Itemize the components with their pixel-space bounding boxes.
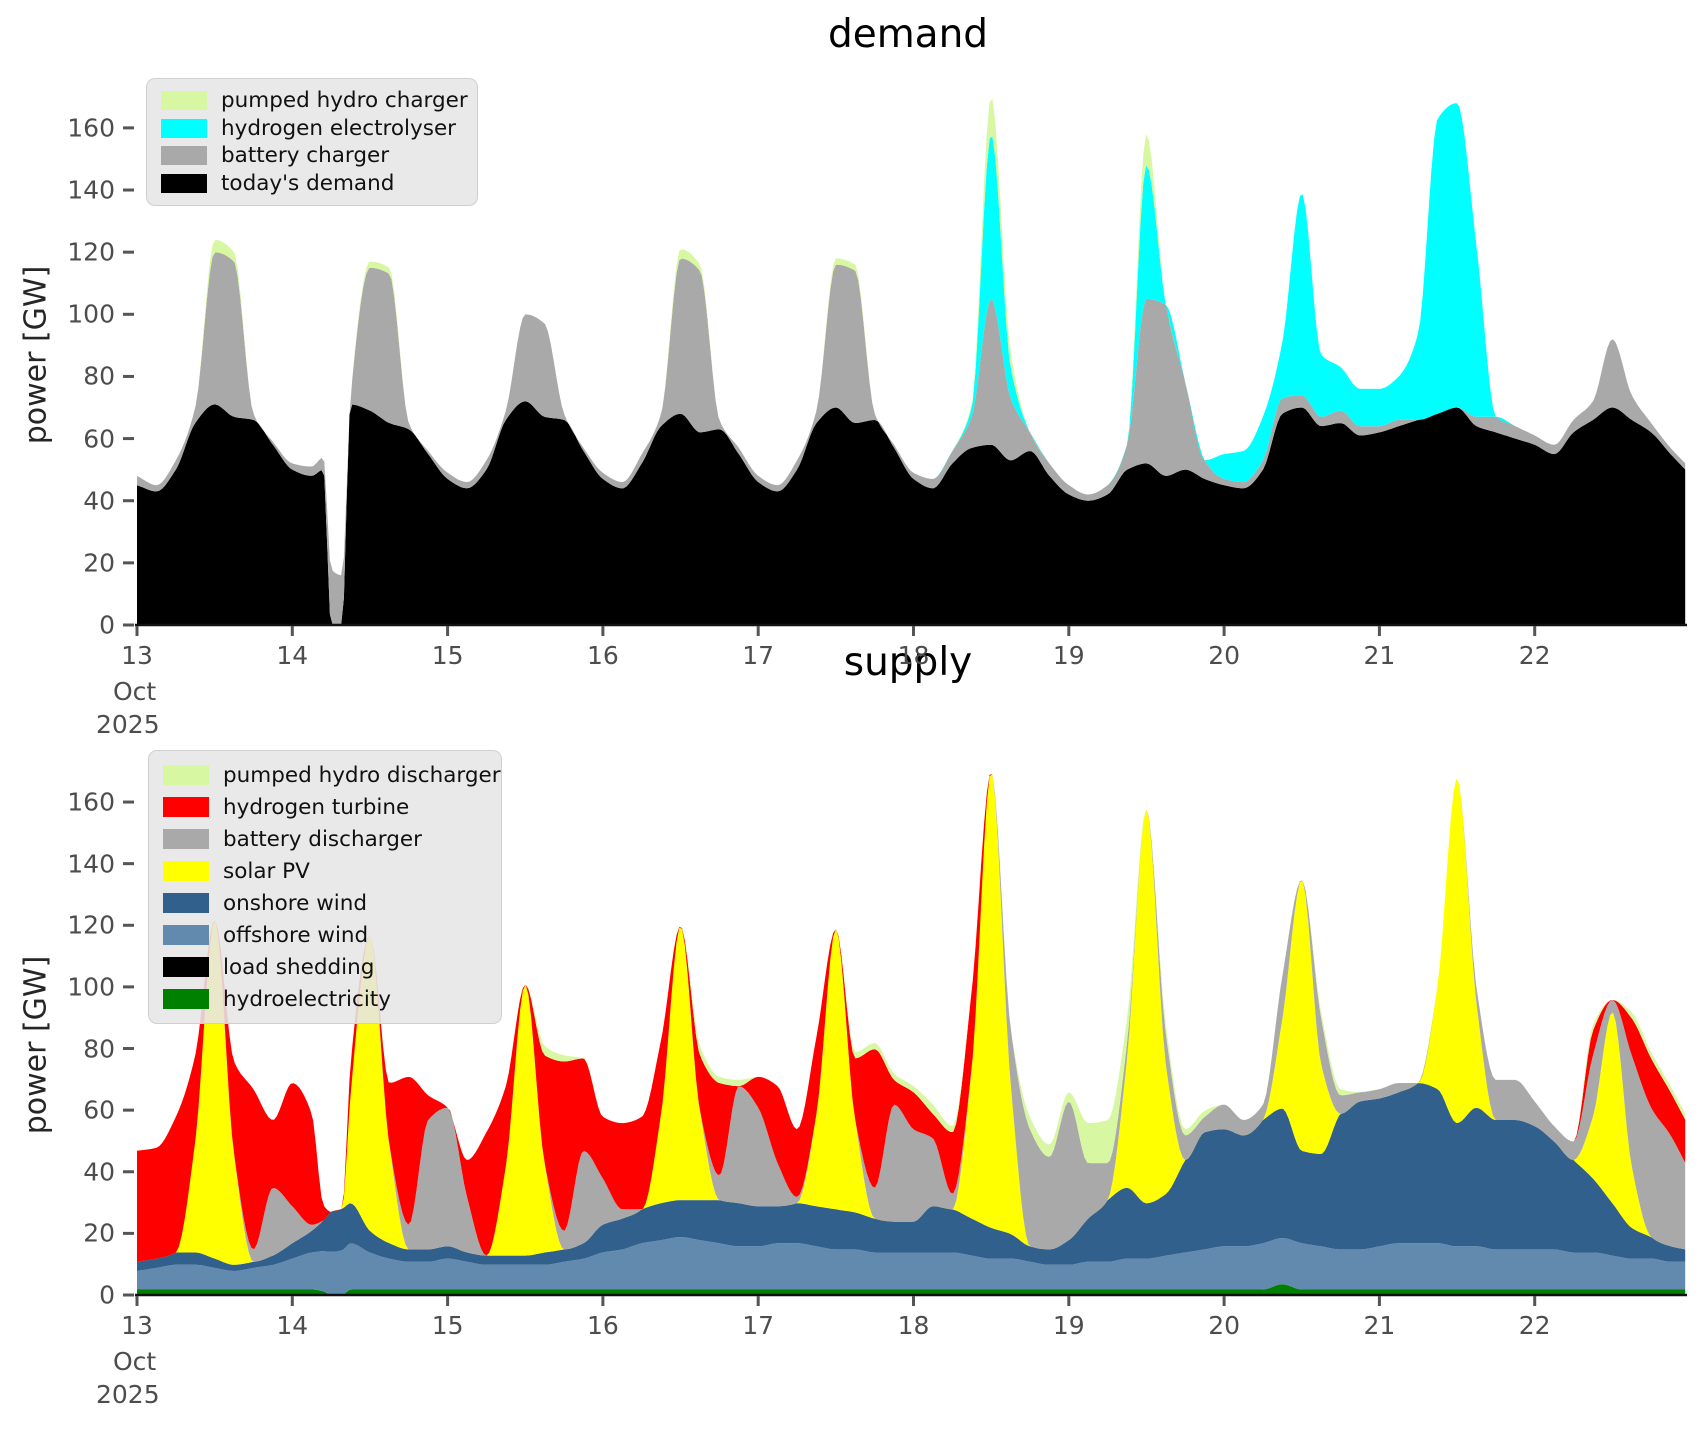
legend-label: solar PV: [223, 858, 310, 884]
legend-item: battery charger: [161, 143, 477, 168]
x-tick-label: 14: [276, 1311, 309, 1340]
x-tick-label: 17: [742, 641, 775, 670]
y-tick-label: 40: [83, 486, 115, 516]
y-tick-label: 100: [67, 299, 115, 329]
y-tick-label: 100: [67, 972, 115, 1002]
x-axis-date-sublabel: 2025: [96, 710, 160, 739]
legend-item: offshore wind: [163, 923, 501, 948]
legend-item: pumped hydro discharger: [163, 763, 501, 788]
legend-swatch-load-shedding: [163, 957, 209, 977]
x-tick-label: 16: [586, 1311, 619, 1340]
legend-swatch-pumped-hydro-charger: [161, 91, 207, 111]
x-tick-label: 16: [586, 641, 619, 670]
legend-label: battery discharger: [223, 826, 422, 852]
x-tick-label: 15: [431, 641, 464, 670]
legend-label: today's demand: [221, 170, 395, 196]
legend-item: today's demand: [161, 171, 477, 196]
x-axis-date-sublabel: 2025: [96, 1380, 160, 1409]
x-axis-date-sublabel: Oct: [113, 1347, 157, 1376]
legend-item: onshore wind: [163, 891, 501, 916]
legend-label: battery charger: [221, 143, 390, 169]
y-tick-label: 120: [67, 237, 115, 267]
legend-item: hydrogen turbine: [163, 795, 501, 820]
y-tick-label: 0: [99, 610, 115, 640]
y-tick-label: 140: [67, 175, 115, 205]
legend-swatch-onshore-wind: [163, 893, 209, 913]
legend-swatch-pumped-hydro-discharger: [163, 765, 209, 785]
legend-item: load shedding: [163, 955, 501, 980]
x-tick-label: 13: [121, 641, 153, 670]
x-tick-label: 20: [1208, 641, 1240, 670]
y-tick-label: 80: [83, 361, 115, 391]
legend-swatch-today-s-demand: [161, 173, 207, 193]
y-tick-label: 60: [83, 424, 115, 454]
area-battery-charger: [137, 252, 1686, 625]
legend-label: load shedding: [223, 954, 375, 980]
area-solar-PV: [137, 774, 1686, 1265]
legend-label: pumped hydro charger: [221, 88, 468, 114]
y-tick-label: 80: [83, 1034, 115, 1064]
x-tick-label: 13: [121, 1311, 153, 1340]
x-tick-label: 18: [897, 641, 930, 670]
supply-chart-title: supply: [843, 640, 973, 685]
area-onshore-wind: [137, 1083, 1686, 1271]
x-tick-label: 15: [431, 1311, 464, 1340]
y-tick-label: 20: [83, 548, 115, 578]
legend-swatch-hydrogen-electrolyser: [161, 118, 207, 138]
y-tick-label: 160: [67, 787, 115, 817]
legend-label: offshore wind: [223, 922, 369, 948]
legend-swatch-battery-discharger: [163, 829, 209, 849]
y-tick-label: 60: [83, 1095, 115, 1125]
y-tick-label: 40: [83, 1157, 115, 1187]
supply-ylabel: power [GW]: [18, 955, 54, 1135]
legend-label: onshore wind: [223, 890, 368, 916]
y-tick-label: 120: [67, 910, 115, 940]
legend-label: hydrogen electrolyser: [221, 115, 457, 141]
x-tick-label: 21: [1363, 641, 1396, 670]
x-tick-label: 20: [1208, 1311, 1240, 1340]
legend-label: hydrogen turbine: [223, 794, 410, 820]
demand-chart-title: demand: [827, 12, 989, 57]
x-tick-label: 14: [276, 641, 309, 670]
legend-item: battery discharger: [163, 827, 501, 852]
area-today-s-demand: [137, 401, 1686, 625]
demand-legend: pumped hydro charger hydrogen electrolyse…: [146, 78, 478, 206]
supply-legend: pumped hydro discharger hydrogen turbine b…: [148, 750, 502, 1024]
demand-ylabel: power [GW]: [18, 265, 54, 445]
x-tick-label: 22: [1518, 1311, 1551, 1340]
legend-item: hydrogen electrolyser: [161, 116, 477, 141]
legend-swatch-solar-PV: [163, 861, 209, 881]
x-tick-label: 18: [897, 1311, 930, 1340]
legend-swatch-hydrogen-turbine: [163, 797, 209, 817]
x-tick-label: 19: [1052, 641, 1085, 670]
x-tick-label: 17: [742, 1311, 775, 1340]
legend-label: pumped hydro discharger: [223, 762, 501, 788]
area-offshore-wind: [137, 1237, 1686, 1295]
y-tick-label: 160: [67, 113, 115, 143]
legend-item: solar PV: [163, 859, 501, 884]
y-tick-label: 0: [99, 1280, 115, 1310]
legend-item: pumped hydro charger: [161, 88, 477, 113]
legend-label: hydroelectricity: [223, 986, 391, 1012]
x-tick-label: 21: [1363, 1311, 1396, 1340]
legend-swatch-offshore-wind: [163, 925, 209, 945]
legend-swatch-hydroelectricity: [163, 989, 209, 1009]
area-hydrogen-electrolyser: [137, 103, 1686, 576]
area-hydroelectricity: [137, 1284, 1686, 1295]
legend-item: hydroelectricity: [163, 987, 501, 1012]
x-axis-date-sublabel: Oct: [113, 677, 157, 706]
y-tick-label: 20: [83, 1218, 115, 1248]
area-battery-discharger: [137, 774, 1686, 1262]
y-tick-label: 140: [67, 849, 115, 879]
legend-swatch-battery-charger: [161, 146, 207, 166]
x-tick-label: 19: [1052, 1311, 1085, 1340]
x-tick-label: 22: [1518, 641, 1551, 670]
